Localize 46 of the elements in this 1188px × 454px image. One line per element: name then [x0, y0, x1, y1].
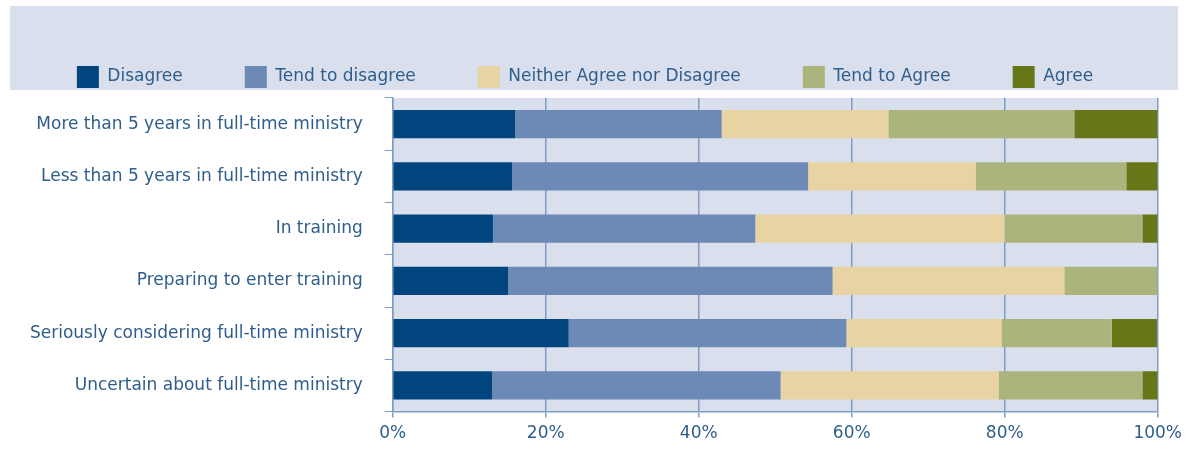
bar — [508, 266, 833, 296]
legend-label: Tend to Agree — [832, 65, 951, 86]
bar — [1126, 162, 1158, 191]
bar — [755, 214, 1005, 243]
legend-label: Agree — [1043, 65, 1094, 86]
y-tick-label: In training — [275, 217, 363, 238]
bar — [492, 371, 781, 400]
bar — [393, 266, 509, 296]
bar — [998, 371, 1143, 400]
bar — [393, 319, 569, 348]
bar — [393, 110, 516, 139]
x-tick-label: 20% — [526, 422, 565, 443]
legend-label: Disagree — [107, 65, 183, 86]
y-tick-label: Less than 5 years in full-time ministry — [41, 164, 363, 185]
bar — [1001, 319, 1112, 348]
bar — [1074, 110, 1158, 139]
bar — [1142, 371, 1158, 400]
y-tick-label: More than 5 years in full-time ministry — [36, 112, 363, 133]
x-tick-label: 60% — [832, 422, 871, 443]
bar — [846, 319, 1002, 348]
bar — [780, 371, 999, 400]
bar — [832, 266, 1065, 296]
legend-label: Tend to disagree — [274, 65, 416, 86]
bar — [1064, 266, 1158, 296]
bar — [888, 110, 1075, 139]
x-tick-label: 80% — [985, 422, 1024, 443]
bar — [1111, 319, 1157, 348]
legend-label: Neither Agree nor Disagree — [508, 65, 741, 86]
y-tick-label: Preparing to enter training — [136, 269, 363, 290]
x-tick-label: 100% — [1133, 422, 1182, 443]
bar — [393, 162, 513, 191]
bar — [492, 214, 756, 243]
x-tick-label: 0% — [379, 422, 407, 443]
bar — [393, 214, 493, 243]
bar — [393, 371, 493, 400]
bar — [512, 162, 809, 191]
x-tick-label: 40% — [679, 422, 718, 443]
bar — [515, 110, 722, 139]
bar — [1004, 214, 1143, 243]
y-tick-label: Uncertain about full-time ministry — [74, 373, 363, 394]
bar — [808, 162, 976, 191]
bar — [568, 319, 847, 348]
bar — [1142, 214, 1158, 243]
bar — [721, 110, 889, 139]
y-tick-label: Seriously considering full-time ministry — [29, 321, 363, 342]
bar — [975, 162, 1127, 191]
